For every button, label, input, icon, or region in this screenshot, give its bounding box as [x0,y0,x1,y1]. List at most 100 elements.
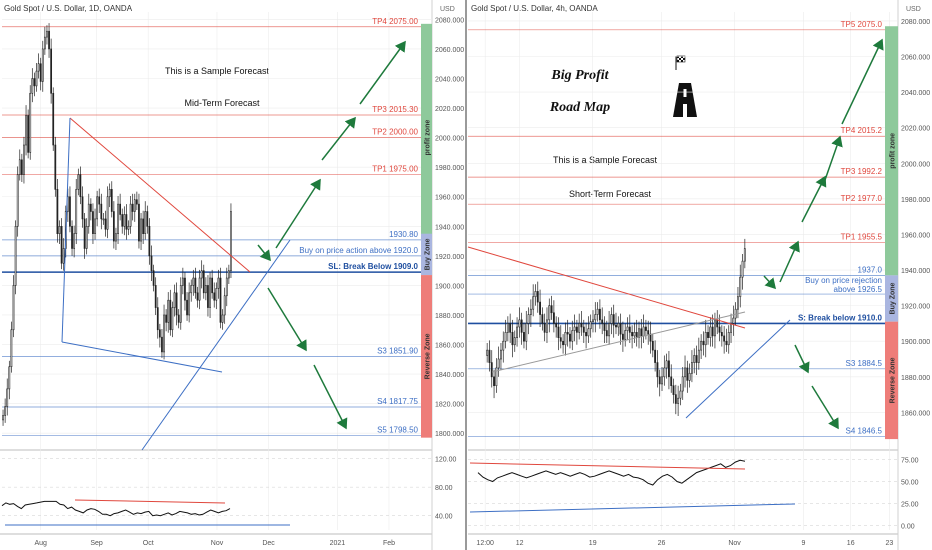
right-candle-body [559,337,562,342]
right-candle-body [566,332,569,335]
left-candle-body [94,218,96,234]
left-candle-body [33,78,36,87]
right-candle-body [665,360,668,369]
right-candle-body [656,362,659,378]
right-candle-body [647,330,650,335]
right-candle-body [626,326,629,331]
left-candle-body [125,214,128,230]
left-rsi-tick-label: 80.00 [435,485,453,492]
right-candle-body [621,333,624,340]
left-candle-body [58,226,61,234]
left-level-label: Buy on price action above 1920.0 [299,246,418,255]
left-candle-body [18,159,21,175]
right-level-label: TP1 1955.5 [841,232,883,241]
right-candle-body [571,330,574,342]
left-x-tick-label: Aug [34,540,47,547]
right-candle-body [700,340,703,351]
right-candle-body [704,332,707,346]
left-candle-body [75,189,78,234]
right-candle-body [718,326,721,333]
right-levels: TP5 2075.0 TP4 2015.2 TP3 1992.2 TP2 1977.0… [468,20,885,437]
left-candle-body [39,63,42,82]
left-candle-body [202,270,205,294]
right-y-tick-label: 1980.000 [901,197,930,204]
left-candle-body [54,144,57,190]
left-candle-body [154,285,157,308]
left-level-label: 1930.80 [389,230,418,239]
right-chart-title: Gold Spot / U.S. Dollar, 4h, OANDA [471,4,598,13]
right-annotation-roadmap: Road Map [549,100,610,115]
right-level-label: 1937.0 [858,265,883,274]
left-candle-body [131,203,134,212]
left-y-tick-label: 2060.000 [435,47,464,54]
right-candle-body [658,376,661,385]
left-candle-body [138,203,140,242]
right-level-label: TP3 1992.2 [841,167,883,176]
left-candle-body [2,415,4,421]
left-candle-body [142,218,145,234]
left-candle-body [96,196,99,220]
left-candle-body [6,388,9,407]
right-candle-body [644,326,647,331]
right-candle-body [732,317,735,324]
left-rsi-tick-label: 120.00 [435,457,457,464]
right-zone-buy [885,275,898,322]
right-x-tick-label: 12:00 [476,540,494,547]
right-candle-body [580,323,583,328]
left-rsi: 120.00 80.00 40.00 [1,457,457,521]
left-candle-body [211,277,214,294]
right-level-label: TP4 2015.2 [841,126,883,135]
right-candle-body [651,340,654,351]
left-x-tick-label: Dec [262,540,275,547]
right-candle-body [509,323,512,333]
left-chart-title: Gold Spot / U.S. Dollar, 1D, OANDA [4,4,133,13]
left-triangle-support [61,341,223,373]
right-y-axis: 2080.000 2060.000 2040.000 2020.000 2000.000… [901,19,930,418]
left-candle-body [173,292,176,308]
right-candle-body [624,330,627,340]
right-candle-body [702,340,705,346]
left-zone-label: Buy Zone [425,238,432,270]
left-candle-body [200,270,203,279]
left-y-tick-label: 1860.000 [435,343,464,350]
left-candle-body [110,189,113,212]
left-levels: TP4 2075.00 TP3 2015.30 TP2 2000.00 TP1 197… [2,17,421,436]
right-forecast-arrows [763,38,884,430]
right-x-tick-label: 16 [847,540,855,547]
left-y-axis: 2080.000 2060.000 2040.000 2020.000 2000.000… [435,17,464,438]
right-candle-body [536,291,539,303]
right-rsi-line [477,459,746,486]
left-candle-body [169,299,172,331]
left-candle-body [217,277,220,289]
right-y-tick-label: 1860.000 [901,410,930,417]
left-candle-body [31,78,34,94]
right-x-tick-label: 26 [658,540,666,547]
left-candle-body [29,92,32,153]
left-candle-body [177,314,180,323]
right-candle-body [598,308,601,321]
left-candle-body [123,214,126,227]
right-candle-body [506,323,509,333]
right-candle-body [582,326,585,333]
left-candle-body [227,270,230,279]
left-y-tick-label: 1800.000 [435,431,464,438]
right-candle-body [500,349,502,360]
right-candle-body [589,321,592,330]
right-candle-body [654,349,657,363]
right-candle-body [532,296,535,310]
left-candle-body [171,307,174,331]
right-candle-body [601,319,604,324]
right-candle-body [663,367,666,378]
right-y-tick-label: 1940.000 [901,268,930,275]
right-annotation-bigprofit: Big Profit [550,68,609,83]
right-candle-body [495,367,498,387]
right-candle-body [649,333,652,342]
right-candle-body [539,301,542,315]
right-annotation-sample: This is a Sample Forecast [553,155,658,165]
left-candle-body [81,196,84,220]
left-y-tick-label: 2040.000 [435,77,464,84]
right-chart-panel: Gold Spot / U.S. Dollar, 4h, OANDA USD B… [465,0,930,550]
right-candle-body [610,314,613,324]
left-candle-body [209,277,211,308]
